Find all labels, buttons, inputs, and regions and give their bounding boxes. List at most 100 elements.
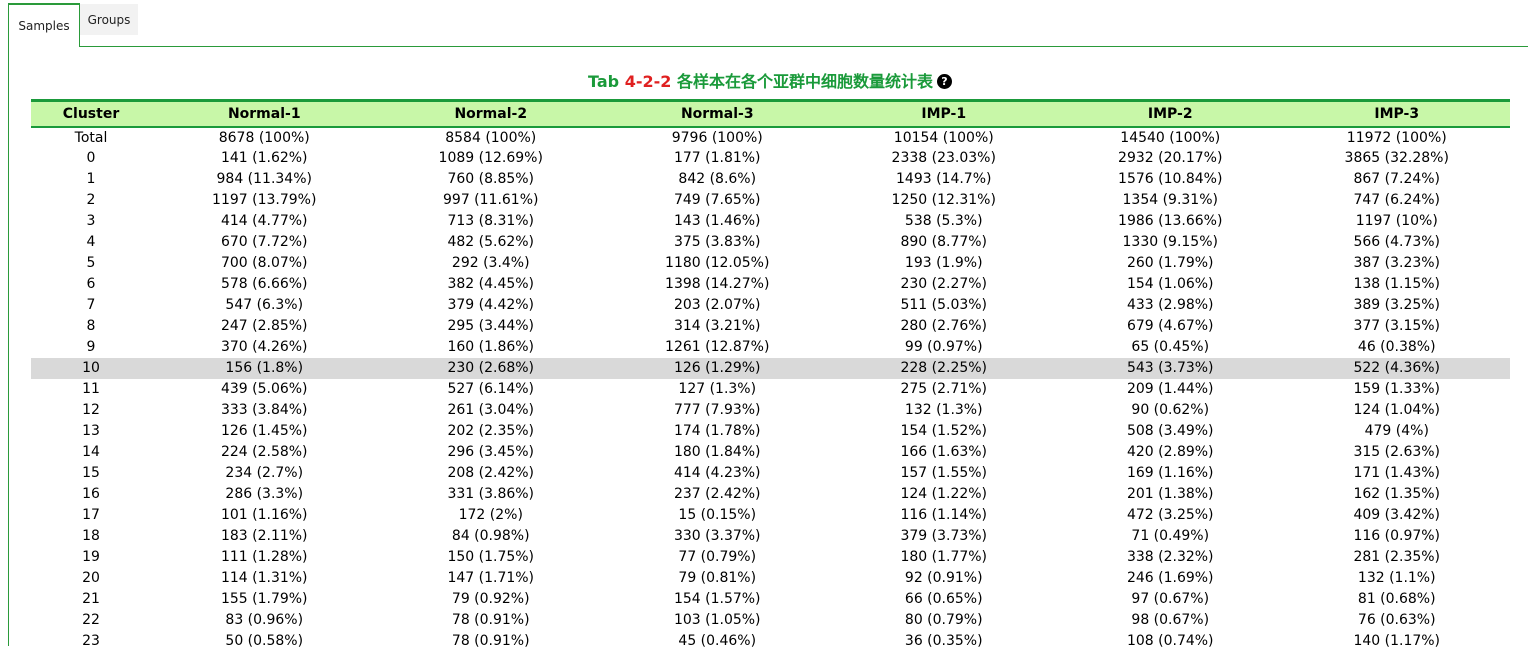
- table-cell: 224 (2.58%): [220, 444, 308, 460]
- cluster-cell: 11: [82, 381, 100, 397]
- table-cell: 1398 (14.27%): [665, 276, 770, 292]
- table-cell: 201 (1.38%): [1126, 486, 1214, 502]
- table-cell: 315 (2.63%): [1353, 444, 1441, 460]
- cluster-stats-table: Cluster Normal-1 Normal-2 Normal-3 IMP-1 IMP-…: [31, 99, 1510, 652]
- table-row: 17 101 (1.16%) 172 (2%) 15 (0.15%) 116 (1.14…: [31, 505, 1510, 526]
- table-cell: 203 (2.07%): [673, 297, 761, 313]
- table-cell: 65 (0.45%): [1131, 339, 1210, 355]
- table-cell: 78 (0.91%): [451, 612, 530, 628]
- table-cell: 202 (2.35%): [447, 423, 535, 439]
- table-cell: 183 (2.11%): [220, 528, 308, 544]
- table-cell: 138 (1.15%): [1353, 276, 1441, 292]
- table-row: 2 1197 (13.79%) 997 (11.61%) 749 (7.65%) 125…: [31, 190, 1510, 211]
- table-cell: 566 (4.73%): [1353, 234, 1441, 250]
- table-cell: 382 (4.45%): [447, 276, 535, 292]
- table-cell: 1354 (9.31%): [1122, 192, 1218, 208]
- table-cell: 169 (1.16%): [1126, 465, 1214, 481]
- table-cell: 890 (8.77%): [900, 234, 988, 250]
- table-cell: 543 (3.73%): [1057, 357, 1284, 379]
- table-cell: 511 (5.03%): [900, 297, 988, 313]
- table-cell: 103 (1.05%): [673, 612, 761, 628]
- cluster-cell: 2: [86, 192, 96, 208]
- table-row: 1 984 (11.34%) 760 (8.85%) 842 (8.6%) 1493 (…: [31, 169, 1510, 190]
- table-cell: 370 (4.26%): [220, 339, 308, 355]
- table-cell: 275 (2.71%): [900, 381, 988, 397]
- table-cell: 679 (4.67%): [1126, 318, 1214, 334]
- table-cell: 292 (3.4%): [451, 255, 530, 271]
- table-cell: 414 (4.77%): [220, 213, 308, 229]
- cluster-cell: 5: [86, 255, 96, 271]
- table-cell: 15 (0.15%): [678, 507, 757, 523]
- table-cell: 247 (2.85%): [220, 318, 308, 334]
- table-cell: 111 (1.28%): [220, 549, 308, 565]
- table-cell: 14540 (100%): [1120, 129, 1221, 146]
- cluster-cell: 17: [82, 507, 100, 523]
- table-row: 19 111 (1.28%) 150 (1.75%) 77 (0.79%) 180 (1…: [31, 547, 1510, 568]
- table-cell: 140 (1.17%): [1353, 633, 1441, 649]
- help-icon[interactable]: ?: [936, 74, 952, 89]
- table-cell: 1250 (12.31%): [891, 192, 996, 208]
- table-row: 16 286 (3.3%) 331 (3.86%) 237 (2.42%) 124 (1…: [31, 484, 1510, 505]
- table-cell: 867 (7.24%): [1353, 171, 1441, 187]
- table-cell: 246 (1.69%): [1126, 570, 1214, 586]
- cluster-cell: 13: [82, 423, 100, 439]
- table-header-row: Cluster Normal-1 Normal-2 Normal-3 IMP-1 IMP-…: [31, 99, 1510, 128]
- table-cell: 83 (0.96%): [225, 612, 304, 628]
- table-cell: 154 (1.57%): [673, 591, 761, 607]
- table-cell: 338 (2.32%): [1126, 549, 1214, 565]
- table-cell: 108 (0.74%): [1126, 633, 1214, 649]
- tab-groups[interactable]: Groups: [80, 4, 138, 35]
- title-prefix: Tab: [588, 72, 625, 91]
- table-cell: 126 (1.45%): [220, 423, 308, 439]
- table-cell: 126 (1.29%): [604, 357, 831, 379]
- table-cell: 314 (3.21%): [673, 318, 761, 334]
- table-cell: 237 (2.42%): [673, 486, 761, 502]
- title-number: 4-2-2: [624, 72, 672, 91]
- table-body: Total 8678 (100%) 8584 (100%) 9796 (100%) 10…: [31, 127, 1510, 652]
- table-cell: 375 (3.83%): [673, 234, 761, 250]
- table-cell: 124 (1.22%): [900, 486, 988, 502]
- table-cell: 10154 (100%): [893, 129, 994, 146]
- cluster-cell: 14: [82, 444, 100, 460]
- table-cell: 760 (8.85%): [447, 171, 535, 187]
- table-title: Tab 4-2-2 各样本在各个亚群中细胞数量统计表?: [0, 68, 1528, 92]
- cluster-cell: 12: [82, 402, 100, 418]
- table-row: 21 155 (1.79%) 79 (0.92%) 154 (1.57%) 66 (0.…: [31, 589, 1510, 610]
- panel-border: [8, 47, 9, 646]
- table-cell: 997 (11.61%): [443, 192, 539, 208]
- table-cell: 547 (6.3%): [225, 297, 304, 313]
- table-cell: 132 (1.3%): [904, 402, 983, 418]
- table-cell: 472 (3.25%): [1126, 507, 1214, 523]
- table-cell: 377 (3.15%): [1353, 318, 1441, 334]
- table-cell: 78 (0.91%): [451, 633, 530, 649]
- table-cell: 296 (3.45%): [447, 444, 535, 460]
- table-cell: 8584 (100%): [445, 129, 537, 146]
- table-cell: 174 (1.78%): [673, 423, 761, 439]
- table-cell: 132 (1.1%): [1357, 570, 1436, 586]
- table-cell: 9796 (100%): [671, 129, 763, 146]
- table-cell: 842 (8.6%): [678, 171, 757, 187]
- table-cell: 479 (4%): [1364, 423, 1429, 439]
- table-cell: 84 (0.98%): [451, 528, 530, 544]
- table-cell: 208 (2.42%): [447, 465, 535, 481]
- table-cell: 527 (6.14%): [447, 381, 535, 397]
- table-cell: 700 (8.07%): [220, 255, 308, 271]
- table-row: 20 114 (1.31%) 147 (1.71%) 79 (0.81%) 92 (0.…: [31, 568, 1510, 589]
- title-text: 各样本在各个亚群中细胞数量统计表: [671, 72, 933, 91]
- table-cell: 1197 (13.79%): [212, 192, 317, 208]
- column-header: Normal-2: [377, 99, 604, 128]
- tab-samples[interactable]: Samples: [8, 3, 80, 47]
- table-cell: 578 (6.66%): [220, 276, 308, 292]
- cluster-cell: 4: [86, 234, 96, 250]
- table-cell: 508 (3.49%): [1126, 423, 1214, 439]
- cluster-cell: 21: [82, 591, 100, 607]
- cluster-cell: 15: [82, 465, 100, 481]
- table-cell: 409 (3.42%): [1353, 507, 1441, 523]
- table-cell: 260 (1.79%): [1126, 255, 1214, 271]
- cluster-cell: 23: [82, 633, 100, 649]
- table-row: 14 224 (2.58%) 296 (3.45%) 180 (1.84%) 166 (…: [31, 442, 1510, 463]
- table-cell: 749 (7.65%): [673, 192, 761, 208]
- table-cell: 154 (1.52%): [900, 423, 988, 439]
- table-cell: 79 (0.81%): [678, 570, 757, 586]
- cluster-cell: 0: [86, 150, 96, 166]
